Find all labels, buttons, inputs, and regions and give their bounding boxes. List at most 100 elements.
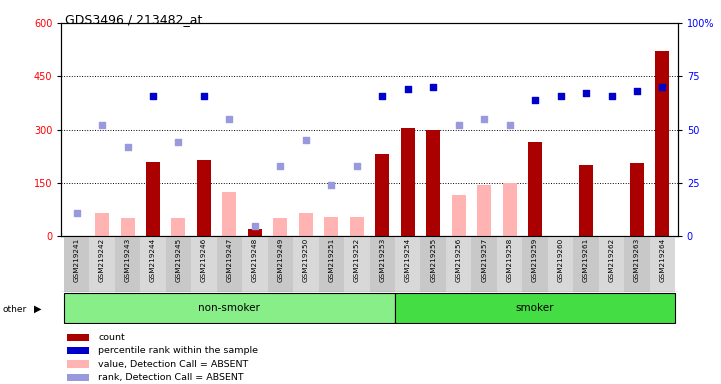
Bar (191, 236, 217, 292)
Text: GSM219246: GSM219246 (201, 237, 207, 281)
Bar (369, 236, 395, 292)
Point (631, 88, 642, 94)
Text: value, Detection Call = ABSENT: value, Detection Call = ABSENT (98, 359, 249, 369)
Text: GSM219260: GSM219260 (557, 237, 564, 281)
Text: GSM219250: GSM219250 (303, 237, 309, 281)
Bar (298, 213, 313, 236)
Bar (89, 236, 115, 292)
Text: rank, Detection Call = ABSENT: rank, Detection Call = ABSENT (98, 373, 244, 382)
Point (224, 116, 235, 122)
Text: GSM219249: GSM219249 (278, 237, 283, 281)
Text: GSM219264: GSM219264 (660, 237, 665, 281)
Text: GSM219252: GSM219252 (354, 237, 360, 281)
Point (147, 93, 159, 99)
Point (453, 122, 464, 128)
Point (504, 122, 516, 128)
Bar (273, 218, 288, 236)
Bar (242, 236, 267, 292)
Bar (395, 293, 675, 323)
Bar (395, 236, 420, 292)
Bar (472, 236, 497, 292)
Text: GSM219258: GSM219258 (507, 237, 513, 281)
Point (300, 137, 311, 143)
Bar (319, 236, 344, 292)
Text: smoker: smoker (516, 303, 554, 313)
Bar (248, 229, 262, 236)
Text: GSM219254: GSM219254 (404, 237, 411, 281)
Text: percentile rank within the sample: percentile rank within the sample (98, 346, 258, 355)
Text: non-smoker: non-smoker (198, 303, 260, 313)
Point (198, 93, 210, 99)
Bar (426, 129, 441, 236)
Bar (420, 236, 446, 292)
Text: ▶: ▶ (34, 304, 41, 314)
Bar (497, 236, 522, 292)
Bar (650, 236, 675, 292)
Point (326, 182, 337, 188)
Text: GSM219247: GSM219247 (226, 237, 232, 281)
Bar (197, 160, 211, 236)
Bar (655, 51, 670, 236)
Bar (477, 185, 491, 236)
Text: GSM219244: GSM219244 (150, 237, 156, 281)
Bar (375, 154, 389, 236)
Text: GSM219248: GSM219248 (252, 237, 258, 281)
Text: GSM219242: GSM219242 (99, 237, 105, 281)
Text: count: count (98, 333, 125, 342)
Point (580, 90, 592, 96)
Point (428, 84, 439, 90)
Bar (548, 236, 573, 292)
Text: GSM219241: GSM219241 (74, 237, 79, 281)
Point (554, 93, 566, 99)
Text: GSM219257: GSM219257 (481, 237, 487, 281)
Bar (350, 217, 364, 236)
Bar (64, 236, 89, 292)
Text: other: other (2, 305, 27, 314)
Bar (573, 236, 598, 292)
Text: GSM219262: GSM219262 (609, 237, 614, 281)
Point (376, 93, 388, 99)
Point (606, 93, 617, 99)
Bar (630, 163, 644, 236)
Bar (324, 217, 338, 236)
Bar (598, 236, 624, 292)
Bar (344, 236, 369, 292)
Point (122, 144, 133, 150)
Bar (95, 213, 109, 236)
Text: GSM219245: GSM219245 (175, 237, 182, 281)
Point (529, 97, 541, 103)
Point (657, 84, 668, 90)
Point (97, 122, 108, 128)
Point (249, 222, 261, 228)
Bar (120, 218, 135, 236)
Bar (624, 236, 650, 292)
Bar (172, 218, 185, 236)
Text: GSM219251: GSM219251 (328, 237, 335, 281)
Point (402, 86, 413, 92)
Bar (146, 162, 160, 236)
Bar (68, 361, 89, 368)
Text: GSM219243: GSM219243 (125, 237, 131, 281)
Text: GSM219256: GSM219256 (456, 237, 461, 281)
Bar (267, 236, 293, 292)
Bar (115, 236, 141, 292)
Text: GDS3496 / 213482_at: GDS3496 / 213482_at (65, 13, 203, 26)
Bar (451, 195, 466, 236)
Point (173, 139, 185, 146)
Bar (64, 293, 395, 323)
Text: GSM219253: GSM219253 (379, 237, 385, 281)
Bar (528, 142, 542, 236)
Bar (293, 236, 319, 292)
Point (71, 210, 82, 216)
Bar (401, 128, 415, 236)
Bar (68, 334, 89, 341)
Bar (217, 236, 242, 292)
Point (275, 163, 286, 169)
Bar (446, 236, 472, 292)
Bar (222, 192, 236, 236)
Bar (579, 165, 593, 236)
Bar (68, 374, 89, 381)
Point (478, 116, 490, 122)
Bar (68, 347, 89, 354)
Point (351, 163, 363, 169)
